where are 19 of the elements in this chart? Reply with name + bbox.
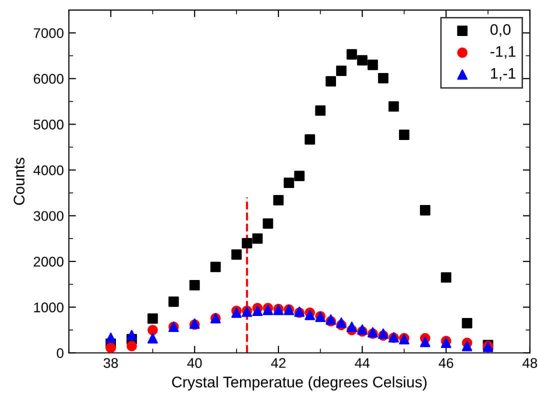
legend-label: -1,1 — [490, 46, 516, 59]
y-tick-label: 5000 — [34, 120, 64, 130]
y-axis-title: Counts — [14, 158, 25, 205]
x-tick-label: 42 — [271, 358, 286, 368]
x-tick-label: 40 — [187, 358, 202, 368]
x-tick-label: 38 — [104, 358, 118, 368]
x-tick-label: 44 — [354, 358, 370, 368]
x-tick-label: 46 — [438, 358, 454, 368]
y-tick-label: 2000 — [34, 256, 64, 267]
y-tick-label: 3000 — [34, 211, 64, 221]
x-tick-label: 48 — [522, 358, 538, 368]
y-tick-label: 7000 — [34, 28, 64, 38]
y-tick-label: 4000 — [33, 165, 64, 176]
y-tick-label: 6000 — [34, 74, 64, 84]
legend-label: 1,-1 — [491, 68, 516, 81]
legend-label: 0,0 — [490, 24, 510, 37]
y-tick-label: 0 — [56, 348, 64, 358]
x-axis-title: Crystal Temperatue (degrees Celsius) — [172, 376, 427, 390]
y-tick-label: 1000 — [34, 302, 64, 312]
